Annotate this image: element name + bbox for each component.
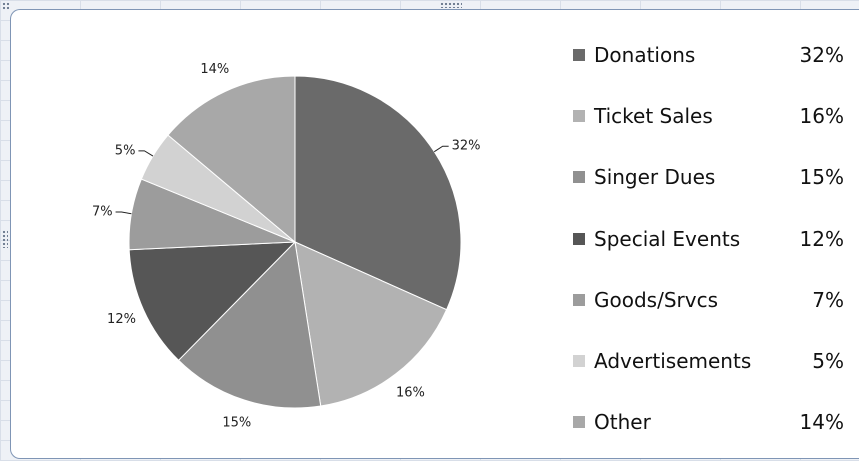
legend-value-other: 14% xyxy=(799,410,844,435)
pie-slice-donations[interactable] xyxy=(294,75,462,311)
leader-line-donations xyxy=(433,145,449,153)
legend-item-donations: Donations 32% xyxy=(564,38,859,78)
slice-label-advertisements: 5% xyxy=(115,143,136,158)
slice-label-singer-dues: 15% xyxy=(222,415,251,430)
legend-value-special-events: 12% xyxy=(799,226,844,251)
chart-corner-resize-handle[interactable] xyxy=(2,2,10,10)
legend-label-advertisements: Advertisements xyxy=(594,349,752,373)
legend-label-singer-dues: Singer Dues xyxy=(594,165,716,190)
slice-label-other: 14% xyxy=(200,62,229,77)
pie-chart: 32% 16% 15% 12% 7% 5% 14% xyxy=(92,62,481,430)
slice-label-goods-srvcs: 7% xyxy=(92,205,113,220)
leader-line-advertisements xyxy=(138,150,154,157)
chart-area[interactable]: 32% 16% 15% 12% 7% 5% 14% Donations 32% Ticket S… xyxy=(10,9,859,459)
legend-item-other: Other 14% xyxy=(564,405,859,445)
chart-left-resize-handle[interactable] xyxy=(2,230,8,248)
slice-labels: 32% 16% 15% 12% 7% 5% 14% xyxy=(92,62,481,430)
legend-swatch-ticket-sales xyxy=(573,110,585,123)
legend-item-ticket-sales: Ticket Sales 16% xyxy=(564,99,859,139)
legend-label-ticket-sales: Ticket Sales xyxy=(594,104,713,129)
legend-swatch-special-events xyxy=(573,232,585,245)
legend-label-goods-srvcs: Goods/Srvcs xyxy=(594,287,718,312)
legend-label-other: Other xyxy=(594,410,651,435)
leader-line-goods-srvcs xyxy=(115,211,132,215)
legend-label-donations: Donations xyxy=(594,43,696,67)
pie-slice-other[interactable] xyxy=(167,75,296,244)
leader-lines xyxy=(115,145,449,215)
pie-slice-ticket-sales[interactable] xyxy=(294,241,448,407)
slice-label-donations: 32% xyxy=(452,139,481,154)
slice-label-ticket-sales: 16% xyxy=(396,385,425,400)
legend-item-advertisements: Advertisements 5% xyxy=(564,344,859,384)
legend-item-singer-dues: Singer Dues 15% xyxy=(564,160,859,200)
chart-top-resize-handle[interactable] xyxy=(440,2,462,8)
slice-label-special-events: 12% xyxy=(107,312,136,327)
pie-slices xyxy=(128,75,462,409)
legend-label-special-events: Special Events xyxy=(594,226,741,251)
legend-swatch-donations xyxy=(573,49,585,61)
legend-value-donations: 32% xyxy=(799,43,844,67)
legend-swatch-other xyxy=(573,416,585,429)
legend-swatch-singer-dues xyxy=(573,171,585,184)
legend-swatch-goods-srvcs xyxy=(573,293,585,306)
legend-item-special-events: Special Events 12% xyxy=(564,222,859,262)
pie-slice-singer-dues[interactable] xyxy=(177,240,322,409)
legend-item-goods-srvcs: Goods/Srvcs 7% xyxy=(564,283,859,323)
legend-value-advertisements: 5% xyxy=(812,349,844,373)
legend-swatch-advertisements xyxy=(573,355,585,367)
legend-value-goods-srvcs: 7% xyxy=(812,287,844,312)
pie-slice-special-events[interactable] xyxy=(128,241,297,361)
legend-value-ticket-sales: 16% xyxy=(799,104,844,129)
legend-value-singer-dues: 15% xyxy=(799,165,844,190)
